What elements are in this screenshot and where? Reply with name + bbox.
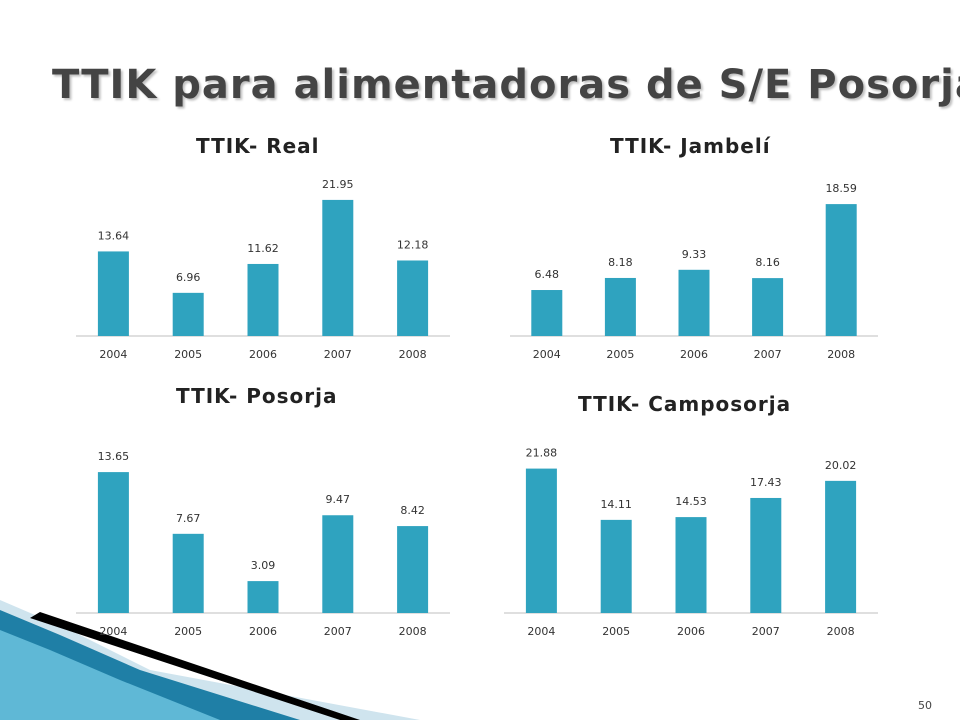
chart-title: TTIK- Camposorja [578,392,792,416]
x-tick-label: 2007 [754,348,782,361]
data-label: 13.64 [98,229,129,242]
x-tick-label: 2006 [677,625,705,638]
chart-title: TTIK- Jambelí [610,134,771,158]
x-tick-label: 2008 [827,625,855,638]
chart-ttik-posorja: TTIK- Posorja 13.65 2004 7.67 2005 3.09 2006 9… [66,380,456,645]
bar [525,468,557,613]
x-tick-label: 2004 [99,625,127,638]
data-label: 7.67 [176,512,201,525]
x-tick-label: 2006 [249,625,277,638]
bar [825,204,857,336]
bar [247,581,279,613]
chart-ttik-real: TTIK- Real 13.64 2004 6.96 2005 11.62 2006 21.… [66,130,456,370]
data-label: 12.18 [397,238,429,251]
bar [322,199,354,336]
bar [678,269,710,336]
data-label: 6.96 [176,271,201,284]
bar [752,278,784,336]
x-tick-label: 2004 [527,625,555,638]
x-tick-label: 2005 [174,348,202,361]
x-tick-label: 2007 [324,348,352,361]
bar [397,526,429,613]
x-tick-label: 2006 [680,348,708,361]
data-label: 9.47 [326,493,351,506]
data-label: 20.02 [825,459,857,472]
x-tick-label: 2005 [602,625,630,638]
data-label: 14.53 [675,495,707,508]
data-label: 14.11 [600,498,632,511]
chart-title: TTIK- Real [196,134,320,158]
bar [600,519,632,613]
x-tick-label: 2005 [606,348,634,361]
x-tick-label: 2008 [399,625,427,638]
x-tick-label: 2004 [533,348,561,361]
chart-ttik-jambeli: TTIK- Jambelí 6.48 2004 8.18 2005 9.33 2006 8.… [500,130,890,370]
chart-title: TTIK- Posorja [176,384,338,408]
bar [531,290,563,336]
data-label: 6.48 [535,268,560,281]
data-label: 3.09 [251,559,276,572]
data-label: 17.43 [750,476,782,489]
x-tick-label: 2007 [752,625,780,638]
chart-plot: 21.88 2004 14.11 2005 14.53 2006 17.43 2007 20.0… [504,447,878,638]
bar [97,472,129,613]
bar [247,263,279,336]
x-tick-label: 2006 [249,348,277,361]
corner-decoration [0,600,420,720]
data-label: 8.16 [755,256,780,269]
data-label: 8.42 [400,504,425,517]
bar [172,292,204,336]
bar [97,251,129,336]
x-tick-label: 2008 [399,348,427,361]
page-title: TTIK para alimentadoras de S/E Posorja. [52,62,960,108]
data-label: 13.65 [98,450,129,463]
bar [825,480,857,613]
bar [397,260,429,336]
bar [322,515,354,613]
chart-plot: 13.65 2004 7.67 2005 3.09 2006 9.47 2007 8.42 200… [76,450,450,638]
x-tick-label: 2007 [324,625,352,638]
bar [675,517,707,613]
data-label: 8.18 [608,256,633,269]
data-label: 18.59 [825,182,857,195]
page-number: 50 [918,699,932,712]
bar [750,497,782,613]
data-label: 21.95 [322,178,354,191]
bar [604,277,636,336]
x-tick-label: 2008 [827,348,855,361]
x-tick-label: 2005 [174,625,202,638]
bar [172,533,204,613]
chart-plot: 13.64 2004 6.96 2005 11.62 2006 21.95 2007 12.18… [76,178,450,361]
chart-plot: 6.48 2004 8.18 2005 9.33 2006 8.16 2007 18.59 200… [510,182,878,361]
chart-ttik-camposorja: TTIK- Camposorja 21.88 2004 14.11 2005 14.53… [494,388,890,645]
data-label: 21.88 [526,447,558,460]
data-label: 9.33 [682,248,707,261]
data-label: 11.62 [247,242,279,255]
x-tick-label: 2004 [99,348,127,361]
